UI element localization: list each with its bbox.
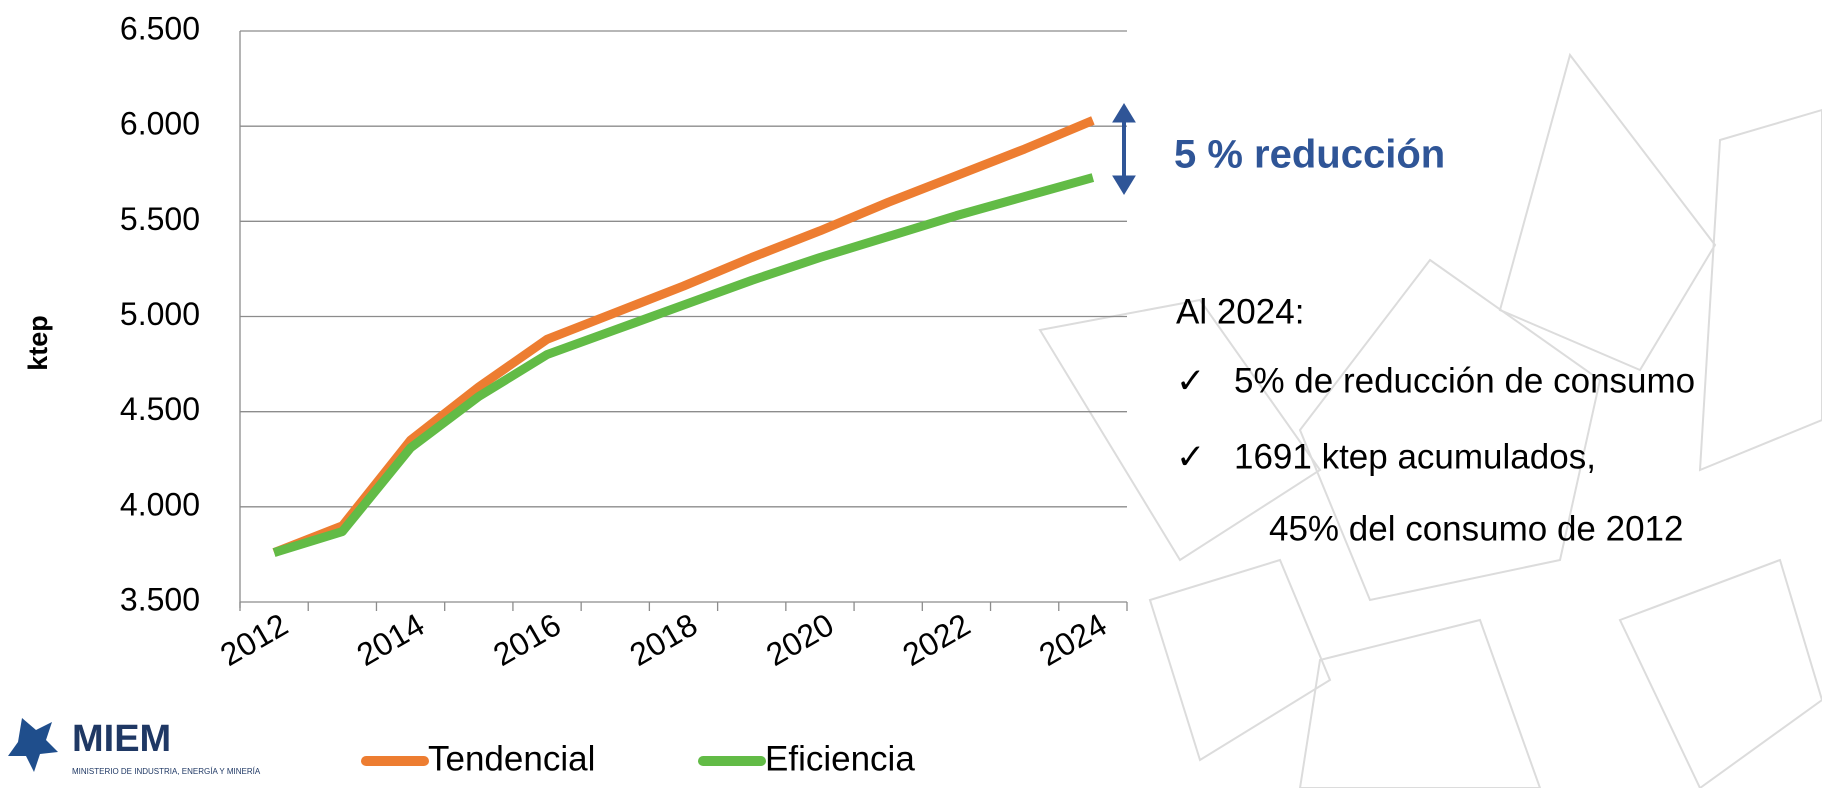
logo: MIEM MINISTERIO DE INDUSTRIA, ENERGÍA Y … — [8, 718, 261, 776]
plot-area: 3.500 4.000 4.500 5.000 5.500 6.000 6.500 2012 2… — [120, 10, 1127, 673]
legend-label: Tendencial — [428, 739, 595, 778]
y-tick-label: 6.000 — [120, 106, 200, 142]
legend-label: Eficiencia — [765, 739, 915, 778]
x-tick-label: 2022 — [896, 606, 976, 673]
annotation-line: 1691 ktep acumulados, — [1234, 437, 1596, 476]
y-tick-label: 6.500 — [120, 10, 200, 46]
logo-name: MIEM — [72, 718, 171, 760]
logo-subtitle: MINISTERIO DE INDUSTRIA, ENERGÍA Y MINER… — [72, 767, 261, 776]
annotation-line: 5% de reducción de consumo — [1234, 361, 1695, 400]
reduction-arrow — [1113, 104, 1135, 194]
x-tick-label: 2024 — [1033, 606, 1113, 673]
x-tick-label: 2012 — [214, 606, 294, 673]
x-tick-label: 2016 — [487, 606, 567, 673]
annotation-heading: Al 2024: — [1176, 292, 1304, 331]
series-line — [274, 120, 1093, 552]
y-tick-label: 3.500 — [120, 581, 200, 617]
annotation-line: 45% del consumo de 2012 — [1269, 509, 1683, 548]
y-tick-label: 4.000 — [120, 486, 200, 522]
y-tick-label: 5.500 — [120, 201, 200, 237]
x-tick-label: 2014 — [351, 606, 431, 673]
annotation-highlight: 5 % reducción — [1174, 133, 1445, 177]
bullet: ✓ — [1176, 361, 1205, 400]
y-tick-label: 5.000 — [120, 296, 200, 332]
bullet: ✓ — [1176, 437, 1205, 476]
x-tick-label: 2020 — [760, 606, 840, 673]
y-tick-label: 4.500 — [120, 391, 200, 427]
chart: 3.500 4.000 4.500 5.000 5.500 6.000 6.500 2012 2… — [0, 0, 1822, 788]
y-axis-label: ktep — [23, 315, 53, 371]
series-line — [274, 178, 1093, 553]
x-tick-label: 2018 — [624, 606, 704, 673]
